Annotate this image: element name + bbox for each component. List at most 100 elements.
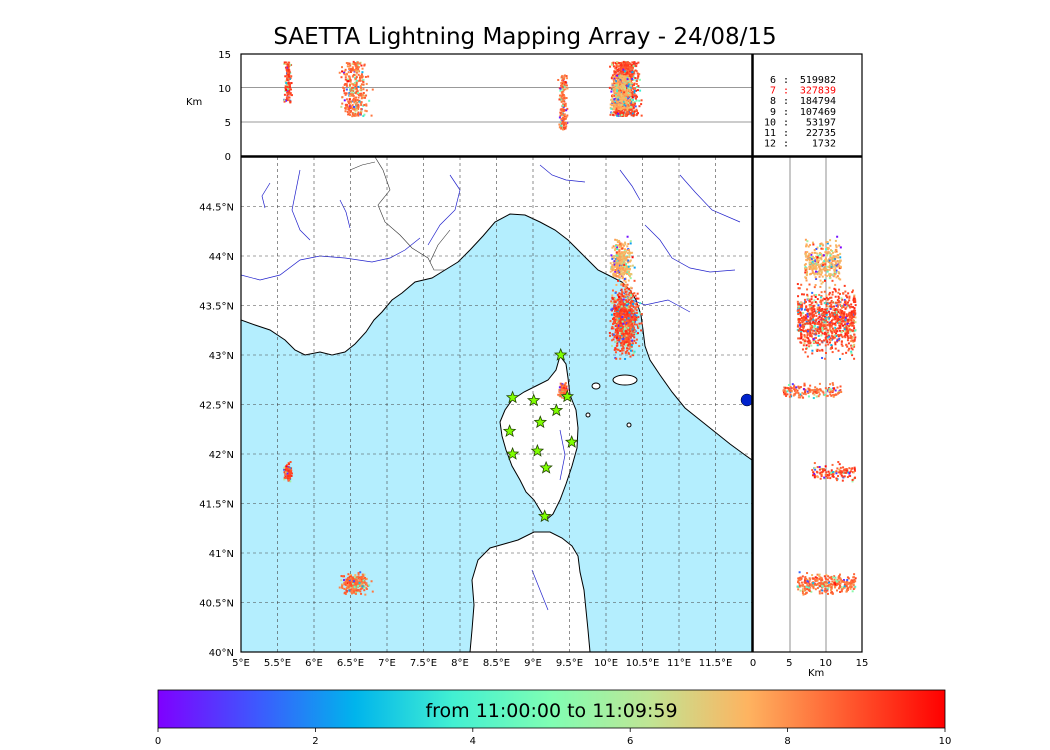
lightning-point — [622, 259, 625, 262]
lightning-point — [367, 75, 370, 78]
lightning-point — [819, 323, 822, 326]
lightning-point — [618, 335, 621, 338]
lightning-point — [814, 310, 817, 313]
lightning-point — [635, 303, 638, 306]
lightning-point — [851, 354, 854, 357]
lightning-point — [819, 299, 822, 302]
lightning-point — [352, 105, 355, 108]
lightning-point — [351, 88, 354, 91]
lightning-point — [826, 242, 829, 245]
lightning-point — [613, 249, 616, 252]
lightning-point — [805, 347, 808, 350]
lightning-point — [615, 239, 618, 242]
lightning-point — [635, 314, 638, 317]
lightning-point — [817, 271, 820, 274]
lightning-point — [814, 312, 817, 315]
lightning-point — [820, 270, 823, 273]
lightning-point — [560, 396, 563, 399]
lightning-point — [621, 307, 624, 310]
lightning-point — [829, 326, 832, 329]
lightning-point — [825, 257, 828, 260]
lightning-point — [614, 107, 617, 110]
lightning-point — [284, 62, 287, 65]
lightning-point — [610, 77, 613, 80]
lightning-point — [561, 88, 564, 91]
lightning-point — [852, 336, 855, 339]
lightning-point — [799, 331, 802, 334]
lightning-point — [801, 348, 804, 351]
lightning-point — [353, 70, 356, 73]
lightning-point — [351, 107, 354, 110]
lightning-point — [617, 324, 620, 327]
lightning-point — [611, 264, 614, 267]
lightning-point — [799, 337, 802, 340]
lightning-point — [621, 340, 624, 343]
lightning-point — [800, 283, 803, 286]
lightning-point — [621, 75, 624, 78]
lightning-point — [359, 571, 362, 574]
lightning-point — [811, 349, 814, 352]
lightning-point — [616, 299, 619, 302]
lightning-point — [632, 64, 635, 67]
lightning-point — [844, 317, 847, 320]
lightning-point — [845, 329, 848, 332]
stat-sep: : — [783, 107, 789, 118]
lightning-point — [557, 393, 560, 396]
lightning-point — [621, 83, 624, 86]
lightning-point — [844, 302, 847, 305]
lightning-point — [813, 273, 816, 276]
lightning-point — [623, 307, 626, 310]
lightning-point — [836, 304, 839, 307]
lightning-point — [633, 63, 636, 66]
lightning-point — [844, 321, 847, 324]
lightning-point — [286, 90, 289, 93]
lightning-point — [357, 572, 360, 575]
lightning-point — [834, 326, 837, 329]
lightning-point — [854, 329, 857, 332]
lightning-point — [831, 293, 834, 296]
lightning-point — [620, 254, 623, 257]
lightning-point — [611, 255, 614, 258]
lightning-point — [816, 344, 819, 347]
lightning-point — [620, 305, 623, 308]
lightning-point — [349, 582, 352, 585]
lightning-point — [635, 297, 638, 300]
lightning-point — [846, 333, 849, 336]
lightning-point — [621, 243, 624, 246]
lightning-point — [559, 112, 562, 115]
lightning-point — [616, 264, 619, 267]
lightning-point — [631, 109, 634, 112]
lightning-point — [825, 294, 828, 297]
lightning-point — [560, 391, 563, 394]
lightning-point — [615, 321, 618, 324]
lightning-point — [849, 316, 852, 319]
lightning-point — [352, 94, 355, 97]
lightning-point — [837, 321, 840, 324]
lon-tick-label: 9°E — [524, 658, 542, 669]
lightning-point — [617, 275, 620, 278]
lightning-point — [854, 316, 857, 319]
lightning-point — [283, 99, 286, 102]
lightning-point — [630, 92, 633, 95]
lightning-point — [623, 106, 626, 109]
lightning-point — [612, 256, 615, 259]
lightning-point — [620, 94, 623, 97]
lightning-point — [624, 269, 627, 272]
lightning-point — [844, 336, 847, 339]
lightning-point — [633, 311, 636, 314]
lightning-point — [622, 88, 625, 91]
lightning-point — [612, 321, 615, 324]
lightning-point — [360, 86, 363, 89]
lightning-point — [614, 88, 617, 91]
lightning-point — [809, 327, 812, 330]
lightning-point — [613, 305, 616, 308]
lightning-point — [371, 88, 374, 91]
lightning-point — [843, 311, 846, 314]
lightning-point — [559, 89, 562, 92]
lightning-point — [348, 587, 351, 590]
lightning-point — [797, 295, 800, 298]
lightning-point — [616, 70, 619, 73]
lon-tick-label: 10.5°E — [626, 658, 660, 669]
lightning-point — [832, 307, 835, 310]
lightning-point — [824, 308, 827, 311]
